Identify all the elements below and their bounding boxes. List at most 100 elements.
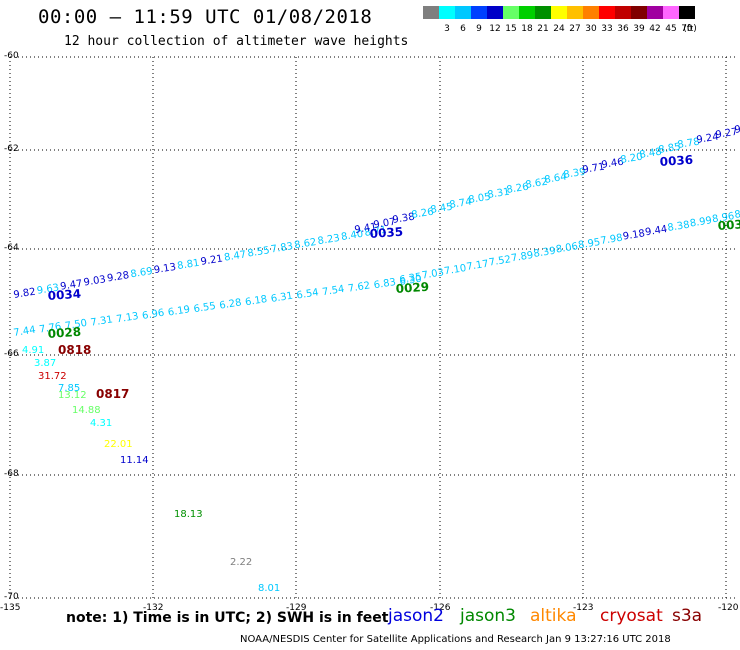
wave-height-value: 8.85 — [658, 142, 682, 156]
scale-swatch — [487, 6, 503, 19]
scale-label: 6 — [460, 24, 466, 34]
scale-label: 12 — [489, 24, 501, 34]
scale-swatch — [455, 6, 471, 19]
wave-height-value: 6.31 — [270, 291, 294, 305]
orbit-number: 0818 — [58, 343, 91, 357]
scale-label: 3 — [444, 24, 450, 34]
wave-height-value: 8.9 — [734, 208, 740, 221]
wave-height-value: 7.83 — [270, 241, 294, 255]
orbit-number: 0035 — [369, 225, 403, 241]
wave-height-value: 9.14 — [734, 122, 740, 136]
scale-swatch — [647, 6, 663, 19]
scale-swatch — [535, 6, 551, 19]
wave-height-value: 9.21 — [200, 254, 224, 268]
wave-height-value: 31.72 — [38, 371, 67, 382]
wave-height-value: 8.64 — [544, 172, 568, 186]
scale-label: 21 — [537, 24, 549, 34]
scale-label: 70 — [681, 24, 693, 34]
wave-height-value: 9.18 — [622, 228, 646, 242]
wave-height-value: 2.22 — [230, 557, 252, 568]
scale-swatch — [631, 6, 647, 19]
wave-height-value: 7.89 — [510, 250, 534, 264]
latitude-label: -68 — [4, 469, 19, 479]
wave-height-value: 8.05 — [468, 192, 492, 206]
wave-height-value: 6.28 — [219, 297, 243, 311]
map-subtitle: 12 hour collection of altimeter wave hei… — [64, 34, 409, 49]
wave-height-value: 8.81 — [177, 258, 201, 272]
scale-label: 39 — [633, 24, 645, 34]
wave-height-value: 6.54 — [296, 287, 320, 301]
latitude-label: -66 — [4, 349, 19, 359]
wave-height-value: 8.69 — [130, 266, 154, 280]
wave-height-value: 6.30 — [399, 274, 423, 288]
wave-height-value: 7.17 — [466, 259, 490, 273]
scale-swatch — [599, 6, 615, 19]
orbit-number: 0029 — [395, 280, 429, 296]
wave-height-value: 8.99 — [689, 215, 713, 229]
wave-height-value: 8.01 — [258, 583, 280, 594]
wave-height-value: 9.24 — [696, 132, 720, 146]
wave-height-value: 8.26 — [506, 182, 530, 196]
longitude-label: -132 — [143, 603, 164, 613]
wave-height-value: 9.03 — [83, 274, 107, 288]
wave-height-value: 9.63 — [36, 282, 60, 296]
wave-height-value: 6.96 — [141, 308, 165, 322]
credit-line: NOAA/NESDIS Center for Satellite Applica… — [240, 634, 671, 645]
scale-swatch — [567, 6, 583, 19]
satellite-name: jason3 — [460, 606, 516, 626]
wave-height-value: 7.13 — [116, 311, 140, 325]
longitude-label: -120 — [718, 603, 739, 613]
wave-height-value: 18.13 — [174, 509, 203, 520]
scale-label: 45 — [665, 24, 677, 34]
wave-height-value: 7.03 — [421, 267, 445, 281]
wave-height-value: 8.55 — [247, 245, 271, 259]
longitude-label: -123 — [573, 603, 594, 613]
scale-swatch — [615, 6, 631, 19]
orbit-number: 0036 — [659, 153, 693, 169]
wave-height-value: 11.14 — [120, 455, 149, 466]
scale-swatch — [439, 6, 455, 19]
latitude-label: -60 — [4, 51, 19, 61]
wave-height-value: 7.54 — [322, 284, 346, 298]
wave-height-value: 6.18 — [244, 294, 268, 308]
scale-swatch — [663, 6, 679, 19]
orbit-number: 0034 — [47, 287, 81, 303]
wave-height-value: 8.38 — [667, 220, 691, 234]
wave-height-value: 9.44 — [644, 224, 668, 238]
wave-height-value: 13.12 — [58, 390, 87, 401]
scale-swatch — [551, 6, 567, 19]
wave-height-value: 8.62 — [525, 177, 549, 191]
wave-height-value: 8.95 — [577, 237, 601, 251]
wave-height-value: 6.83 — [373, 277, 397, 291]
wave-height-value: 8.39 — [563, 167, 587, 181]
wave-height-value: 22.01 — [104, 439, 133, 450]
wave-height-value: 8.26 — [411, 207, 435, 221]
wave-height-value: 8.45 — [430, 202, 454, 216]
scale-label: 33 — [601, 24, 613, 34]
wave-height-value: 7.85 — [58, 383, 80, 394]
wave-height-value: 7.10 — [443, 263, 467, 277]
scale-swatch — [519, 6, 535, 19]
satellite-name: altika — [530, 606, 577, 626]
orbit-number: 0028 — [47, 325, 81, 341]
wave-height-value: 9.47 — [60, 278, 84, 292]
scale-swatch — [679, 6, 695, 19]
wave-height-value: 8.31 — [487, 187, 511, 201]
longitude-label: -129 — [286, 603, 307, 613]
wave-height-value: 6.35 — [399, 272, 423, 286]
scale-unit: (ft) — [683, 24, 697, 34]
wave-height-value: 3.87 — [34, 358, 56, 369]
latitude-label: -62 — [4, 144, 19, 154]
scale-label: 36 — [617, 24, 629, 34]
wave-height-value: 6.55 — [193, 301, 217, 315]
scale-swatch — [583, 6, 599, 19]
scale-label: 30 — [585, 24, 597, 34]
map-grid — [9, 56, 735, 600]
wave-height-value: 14.88 — [72, 405, 101, 416]
longitude-label: -126 — [430, 603, 451, 613]
orbit-number: 0817 — [96, 387, 129, 401]
wave-height-value: 9.13 — [153, 262, 177, 276]
wave-height-value: 9.41 — [354, 222, 378, 236]
wave-height-value: 8.74 — [449, 197, 473, 211]
